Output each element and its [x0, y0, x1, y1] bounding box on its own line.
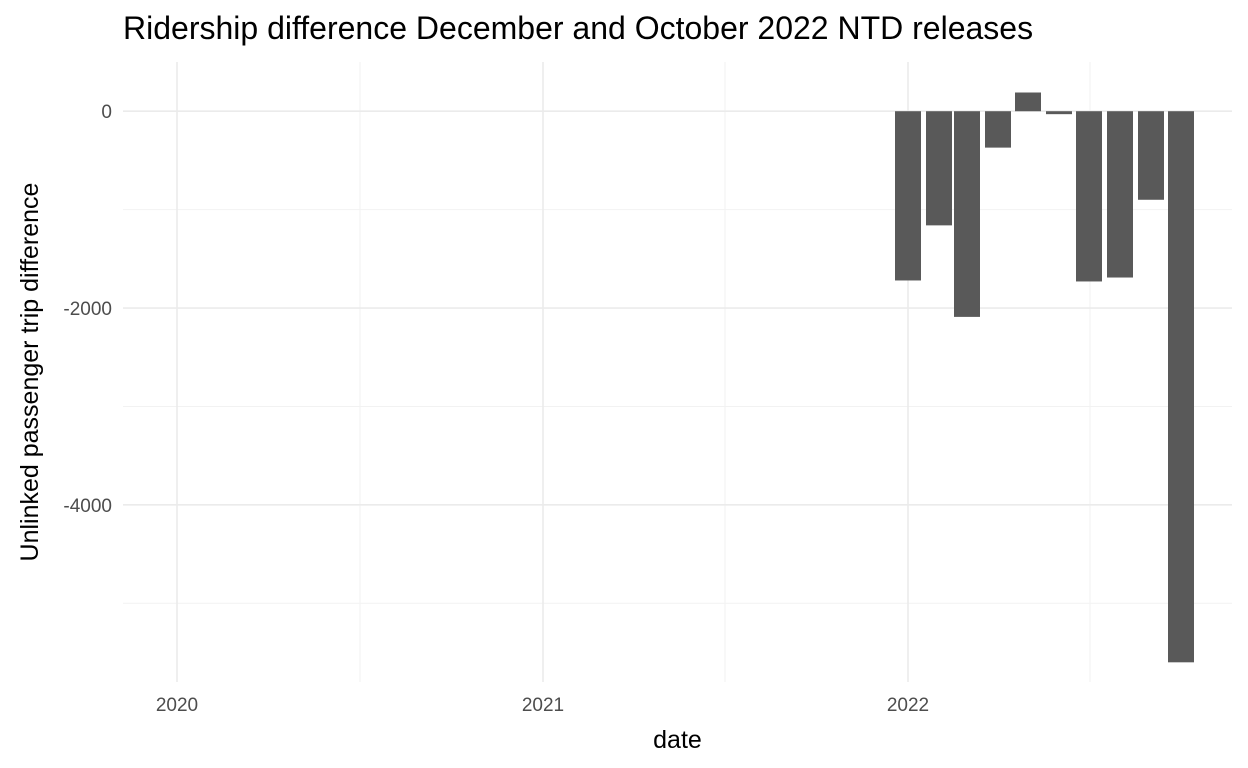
- bar: [954, 111, 980, 317]
- y-axis-ticks: 0 -2000 -4000: [63, 102, 112, 517]
- x-tick-label: 2020: [156, 695, 198, 716]
- chart-title: Ridership difference December and Octobe…: [123, 10, 1034, 46]
- bar: [1138, 111, 1164, 200]
- bar: [985, 111, 1011, 148]
- x-axis-title: date: [653, 726, 702, 754]
- bar: [926, 111, 952, 226]
- x-tick-label: 2022: [887, 695, 929, 716]
- bar: [1107, 111, 1133, 278]
- y-tick-label: 0: [101, 102, 112, 123]
- y-tick-label: -2000: [63, 299, 112, 320]
- bar: [1076, 111, 1102, 282]
- bar: [1046, 111, 1072, 115]
- bars: [895, 92, 1194, 663]
- grid-lines: [123, 62, 1232, 682]
- y-axis-title: Unlinked passenger trip difference: [16, 183, 44, 562]
- bar: [1168, 111, 1194, 663]
- x-axis-ticks: 2020 2021 2022: [156, 695, 929, 716]
- y-tick-label: -4000: [63, 496, 112, 517]
- bar: [1015, 92, 1041, 112]
- x-tick-label: 2021: [522, 695, 564, 716]
- bar: [895, 111, 921, 281]
